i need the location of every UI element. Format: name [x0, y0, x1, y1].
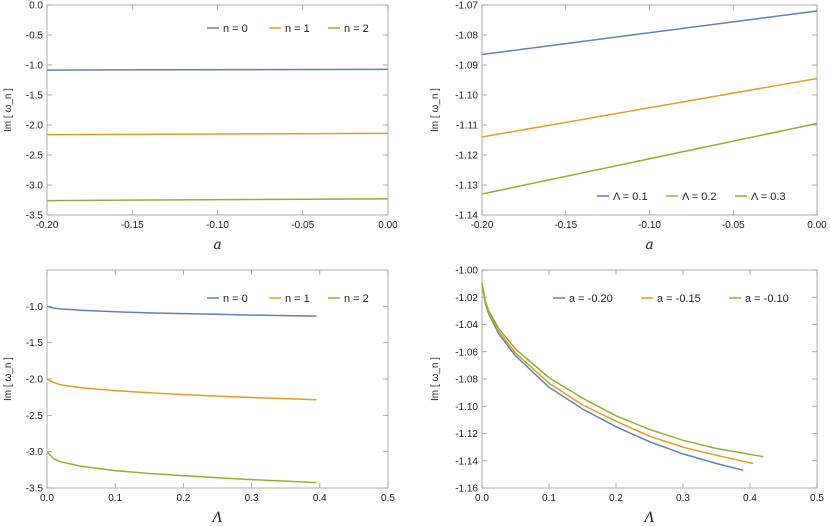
- series-line-2: [46, 378, 317, 401]
- x-tick-label: -0.15: [554, 220, 577, 231]
- series-line-3: [481, 283, 764, 458]
- x-tick-label: 0.1: [542, 493, 556, 504]
- legend-label: Λ = 0.2: [682, 191, 717, 203]
- x-tick-label: 0.00: [378, 220, 398, 231]
- y-axis-label: Im [ ω_n ]: [3, 88, 14, 132]
- y-tick-label: -1.12: [455, 429, 478, 440]
- series-line-2: [481, 283, 754, 465]
- x-tick-label: -0.15: [121, 220, 144, 231]
- legend-label: a = -0.20: [569, 293, 613, 305]
- series-line-2: [46, 132, 389, 136]
- y-tick-label: -1.10: [455, 91, 478, 102]
- y-tick-label: -1.13: [455, 181, 478, 192]
- plot-frame: [46, 269, 389, 489]
- y-tick-label: -3.0: [26, 181, 44, 192]
- x-tick-label: 0.0: [40, 493, 54, 504]
- x-tick-label: 0.3: [676, 493, 690, 504]
- y-tick-label: -1.10: [455, 402, 478, 413]
- x-tick-label: 0.2: [176, 493, 190, 504]
- legend-label: n = 0: [223, 23, 248, 35]
- y-tick-label: -0.5: [26, 31, 44, 42]
- x-axis-label: a: [213, 237, 221, 253]
- chart-panel-1: -0.20 -0.15 -0.10 -0.05 0.00 0.0 -0.5 -1.0 -1.5 -…: [3, 1, 398, 254]
- chart-panel-4: 0.0 0.1 0.2 0.3 0.4 0.5 -1.00 -1.02 -1.04 -1.06 -1…: [430, 266, 824, 527]
- y-tick-label: -1.16: [455, 484, 478, 495]
- x-tick-label: 0.3: [245, 493, 259, 504]
- y-tick-label: -1.0: [26, 61, 44, 72]
- series-line-1: [481, 10, 818, 56]
- x-axis-label: Λ: [642, 510, 654, 526]
- y-axis-label: Im [ ω_n ]: [430, 357, 441, 401]
- x-axis-label: a: [645, 237, 653, 253]
- y-tick-label: -1.04: [455, 320, 478, 331]
- y-tick-label: -1.06: [455, 347, 478, 358]
- x-tick-label: 0.5: [810, 493, 824, 504]
- y-tick-label: -1.00: [455, 266, 478, 277]
- legend-label: n = 2: [344, 293, 369, 305]
- legend-label: n = 1: [285, 293, 310, 305]
- x-tick-label: -0.05: [722, 220, 745, 231]
- x-tick-label: -0.20: [36, 220, 59, 231]
- x-tick-label: 0.1: [108, 493, 122, 504]
- series-line-2: [481, 77, 818, 138]
- y-tick-label: -2.0: [26, 121, 44, 132]
- series-line-1: [46, 305, 317, 317]
- legend-label: a = -0.15: [657, 293, 701, 305]
- chart-panel-2: -0.20 -0.15 -0.10 -0.05 0.00 -1.07 -1.08 -1.09 -…: [430, 1, 827, 254]
- x-axis-label: Λ: [210, 510, 222, 526]
- x-tick-label: 0.0: [475, 493, 489, 504]
- y-axis-label: Im [ ω_n ]: [3, 357, 14, 401]
- series-line-3: [46, 198, 389, 202]
- legend-label: Λ = 0.1: [613, 191, 648, 203]
- y-tick-label: -1.12: [455, 151, 478, 162]
- series-line-1: [481, 283, 744, 472]
- series-line-3: [46, 451, 317, 484]
- y-tick-label: -2.0: [26, 375, 44, 386]
- legend-label: a = -0.10: [745, 293, 789, 305]
- x-tick-label: -0.10: [206, 220, 229, 231]
- x-tick-label: -0.05: [291, 220, 314, 231]
- y-tick-label: -1.09: [455, 61, 478, 72]
- y-tick-label: -1.5: [26, 91, 44, 102]
- y-tick-label: -3.5: [26, 211, 44, 222]
- y-tick-label: -2.5: [26, 411, 44, 422]
- y-tick-label: -3.5: [26, 484, 44, 495]
- x-tick-label: -0.20: [471, 220, 494, 231]
- plot-frame: [46, 4, 389, 216]
- x-tick-label: -0.10: [638, 220, 661, 231]
- x-tick-label: 0.5: [381, 493, 395, 504]
- x-tick-label: 0.4: [743, 493, 757, 504]
- y-axis-label: Im [ ω_n ]: [430, 88, 441, 132]
- x-tick-label: 0.4: [313, 493, 327, 504]
- y-tick-label: -1.11: [456, 121, 478, 132]
- legend-label: n = 2: [344, 23, 369, 35]
- chart-panel-3: 0.0 0.1 0.2 0.3 0.4 0.5 -1.0 -1.5 -2.0 -2.5 -3.0 -3…: [3, 269, 395, 526]
- series-line-1: [46, 68, 389, 71]
- x-tick-label: 0.2: [609, 493, 623, 504]
- y-tick-label: -2.5: [26, 151, 44, 162]
- y-tick-label: -3.0: [26, 447, 44, 458]
- y-tick-label: -1.08: [455, 375, 478, 386]
- y-tick-label: -1.0: [26, 302, 44, 313]
- y-tick-label: -1.14: [455, 211, 478, 222]
- y-tick-label: -1.02: [455, 293, 478, 304]
- y-tick-label: -1.07: [455, 1, 478, 12]
- y-tick-label: 0.0: [29, 1, 43, 12]
- legend-label: Λ = 0.3: [751, 191, 786, 203]
- legend-label: n = 0: [223, 293, 248, 305]
- y-tick-label: -1.14: [455, 456, 478, 467]
- y-tick-label: -1.5: [26, 338, 44, 349]
- x-tick-label: 0.00: [807, 220, 827, 231]
- y-tick-label: -1.08: [455, 31, 478, 42]
- series-line-3: [481, 122, 818, 195]
- legend-label: n = 1: [285, 23, 310, 35]
